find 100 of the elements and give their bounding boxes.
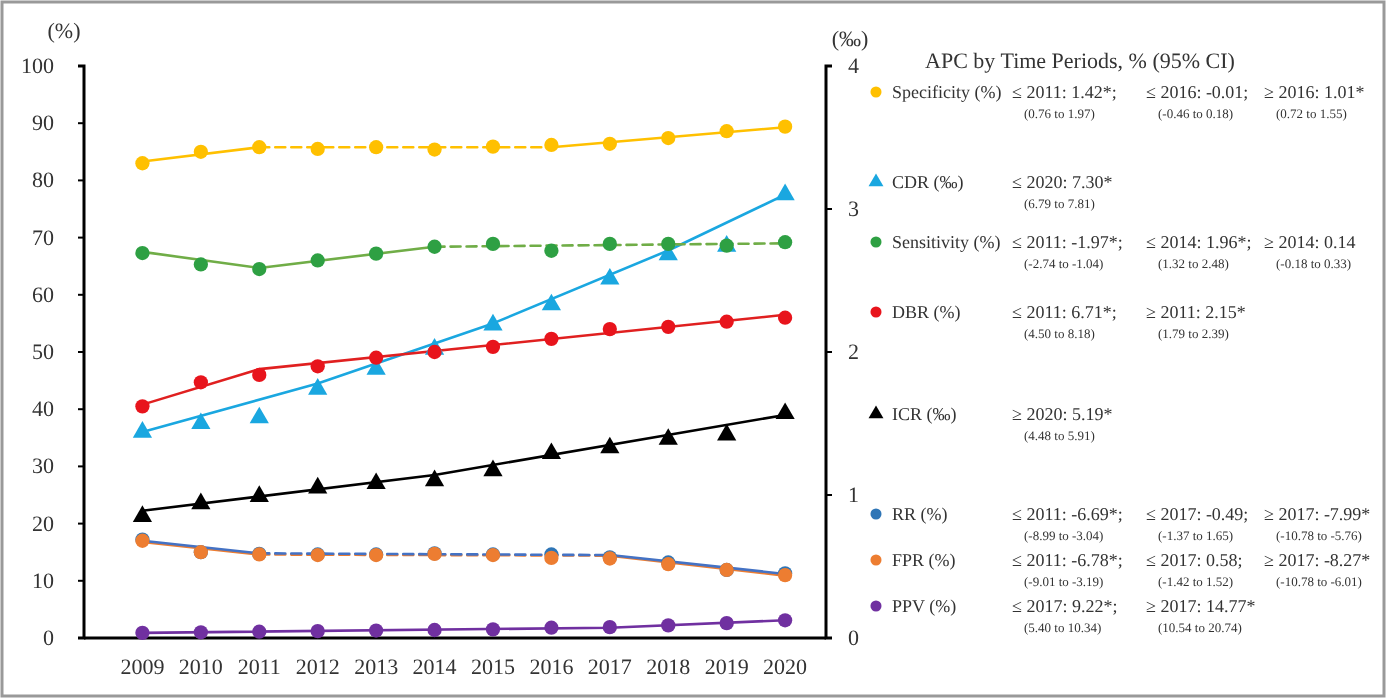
point [600, 436, 620, 454]
point [252, 261, 267, 277]
x-tick-label: 2012 [295, 655, 340, 680]
point [777, 310, 793, 325]
point [483, 459, 503, 477]
point [249, 406, 269, 424]
y-tick-label: 60 [32, 283, 55, 308]
x-tick-label: 2013 [354, 655, 400, 680]
point [602, 136, 617, 151]
point [600, 267, 620, 285]
point [249, 485, 269, 502]
point [541, 442, 562, 460]
point [775, 402, 795, 420]
point [252, 367, 267, 382]
y-tick-label: 10 [32, 569, 55, 594]
y2-tick-label: 1 [848, 484, 859, 509]
point [132, 420, 153, 438]
point [135, 625, 150, 640]
y-tick-label: 0 [43, 627, 55, 652]
point [191, 492, 211, 510]
point [658, 428, 678, 445]
point [777, 119, 793, 134]
point [485, 622, 501, 637]
point [777, 235, 793, 250]
legend-title: APC by Time Periods, % (95% CI) [925, 50, 1236, 74]
point [485, 236, 501, 252]
point [544, 620, 559, 635]
point [777, 613, 793, 628]
legend-label: FPR (%) [892, 550, 956, 570]
y-tick-label: 90 [32, 112, 55, 137]
y2-tick-label: 3 [848, 198, 860, 223]
point [424, 469, 445, 487]
point [602, 236, 617, 252]
point [427, 239, 442, 254]
y2-tick-label: 2 [848, 341, 859, 366]
x-tick-label: 2010 [178, 655, 224, 680]
point [308, 378, 328, 395]
y-tick-label: 30 [32, 455, 55, 480]
point [427, 344, 442, 360]
point [193, 257, 208, 272]
point [193, 625, 208, 640]
point [661, 236, 676, 252]
point [310, 624, 325, 639]
point [485, 339, 501, 354]
point [544, 243, 559, 258]
point [368, 140, 384, 155]
legend-label: CDR (‰) [892, 172, 964, 192]
legend-label: Sensitivity (%) [892, 232, 1001, 252]
point [483, 313, 503, 331]
legend-label: DBR (%) [892, 302, 961, 322]
legend-label: RR (%) [892, 504, 948, 524]
x-tick-label: 2014 [412, 655, 458, 680]
y-tick-label: 70 [32, 226, 55, 251]
point [135, 156, 150, 171]
x-tick-label: 2017 [587, 655, 633, 680]
point [544, 331, 559, 346]
y2-tick-label: 0 [848, 627, 860, 652]
x-tick-label: 2018 [646, 655, 692, 680]
point [310, 141, 325, 157]
legend-label: ICR (‰) [892, 404, 957, 424]
legend-label: PPV (%) [892, 596, 957, 616]
y-axis-title: (%) [47, 20, 82, 44]
point [135, 399, 150, 414]
y-tick-label: 20 [32, 512, 55, 537]
point [661, 319, 676, 334]
point [661, 618, 676, 633]
point [368, 246, 384, 261]
point [310, 253, 325, 268]
point [427, 142, 442, 157]
point [602, 620, 617, 635]
point [544, 137, 559, 153]
point [252, 140, 267, 155]
y-tick-label: 100 [21, 55, 55, 80]
point [602, 322, 617, 337]
point [368, 350, 384, 365]
point [132, 505, 153, 522]
point [427, 622, 442, 638]
point [308, 476, 328, 494]
y2-axis-title: (‰) [831, 28, 869, 52]
x-tick-label: 2020 [763, 655, 809, 680]
x-tick-label: 2015 [470, 655, 516, 680]
point [193, 375, 208, 390]
y-tick-label: 40 [32, 398, 55, 423]
point [135, 245, 150, 261]
point [193, 144, 208, 159]
y-tick-label: 80 [32, 169, 55, 194]
point [366, 472, 386, 490]
x-tick-label: 2011 [237, 655, 281, 680]
point [252, 624, 267, 639]
point [719, 616, 734, 631]
y2-tick-label: 4 [848, 55, 860, 80]
point [368, 623, 384, 638]
x-tick-label: 2019 [704, 655, 750, 680]
x-tick-label: 2009 [120, 655, 166, 680]
point [485, 139, 501, 154]
point [661, 130, 676, 146]
point [191, 412, 211, 430]
point [541, 293, 562, 311]
point [717, 423, 737, 441]
legend-label: Specificity (%) [892, 82, 1002, 102]
